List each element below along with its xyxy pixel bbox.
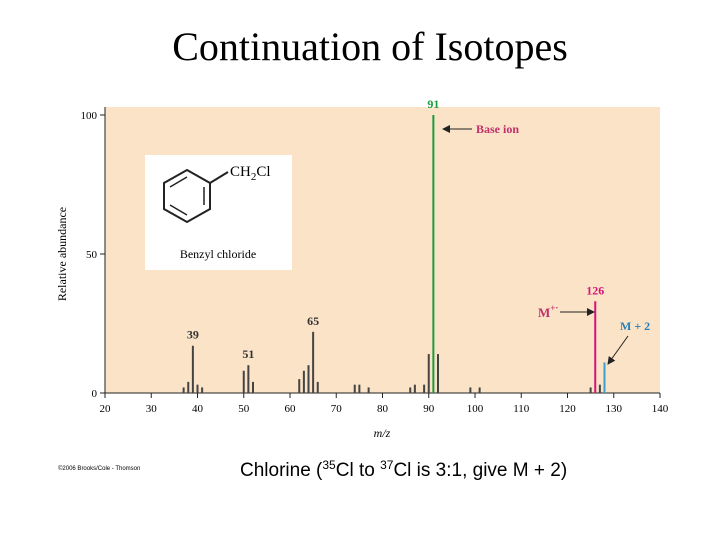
x-tick-label: 50 bbox=[238, 403, 250, 415]
formula-part: CH bbox=[230, 164, 251, 180]
peak-label: 91 bbox=[427, 97, 439, 111]
peak bbox=[409, 387, 412, 393]
benzene-bonds bbox=[169, 176, 205, 216]
annotation: M+· bbox=[538, 303, 558, 320]
annotation: Base ion bbox=[476, 122, 519, 136]
peak bbox=[252, 381, 254, 393]
peak bbox=[469, 387, 472, 393]
x-axis-label: m/z bbox=[374, 426, 391, 440]
peak bbox=[298, 379, 301, 393]
peak bbox=[242, 370, 245, 393]
x-tick-label: 90 bbox=[423, 403, 435, 415]
peak bbox=[312, 331, 315, 393]
peak bbox=[182, 387, 185, 393]
peak bbox=[302, 370, 305, 393]
x-tick-label: 120 bbox=[559, 403, 576, 415]
peak-label: 126 bbox=[586, 283, 604, 297]
peak bbox=[478, 387, 481, 393]
peak-label: 65 bbox=[307, 314, 319, 328]
y-tick-label: 0 bbox=[92, 388, 98, 400]
slide-title: Continuation of Isotopes bbox=[172, 24, 568, 69]
peak bbox=[358, 384, 361, 393]
x-tick-label: 20 bbox=[100, 403, 112, 415]
x-tick-label: 100 bbox=[467, 403, 484, 415]
plot: 0 50 100 20 30 40 50 60 70 80 90 100 110 120 130 140 91 1… bbox=[81, 97, 669, 415]
bond bbox=[209, 171, 229, 184]
x-tick-label: 40 bbox=[192, 403, 204, 415]
peak bbox=[307, 365, 310, 393]
peak bbox=[247, 365, 250, 393]
caption-part: Cl is 3:1, give M + 2) bbox=[393, 460, 567, 481]
x-tick-label: 110 bbox=[513, 403, 530, 415]
credit: ©2006 Brooks/Cole - Thomson bbox=[58, 465, 140, 472]
peak bbox=[413, 384, 416, 393]
y-tick-label: 100 bbox=[81, 110, 98, 122]
y-tick-label: 50 bbox=[86, 249, 98, 261]
caption-sup: 35 bbox=[322, 458, 336, 472]
annotation-sup: +· bbox=[550, 303, 558, 313]
peak bbox=[603, 362, 606, 393]
arrow bbox=[607, 335, 629, 365]
formula: CH2Cl bbox=[230, 164, 271, 183]
caption-sup: 37 bbox=[380, 458, 394, 472]
peak bbox=[437, 354, 439, 393]
x-tick-label: 80 bbox=[377, 403, 389, 415]
peak bbox=[191, 345, 194, 393]
x-tick-label: 130 bbox=[606, 403, 623, 415]
peak bbox=[594, 301, 597, 393]
peak bbox=[353, 384, 356, 393]
peak bbox=[187, 381, 190, 393]
peak-label: 39 bbox=[187, 328, 199, 342]
annotation: M + 2 bbox=[620, 319, 650, 333]
inset-label: Benzyl chloride bbox=[180, 247, 256, 261]
peak bbox=[427, 354, 430, 393]
caption-part: Chlorine ( bbox=[240, 460, 323, 481]
formula-sub: 2 bbox=[251, 171, 257, 183]
x-tick-label: 60 bbox=[285, 403, 297, 415]
peak bbox=[316, 381, 319, 393]
peak bbox=[432, 115, 435, 393]
x-tick-label: 30 bbox=[146, 403, 158, 415]
peak bbox=[589, 387, 592, 393]
formula-part: Cl bbox=[256, 164, 270, 180]
peak bbox=[201, 387, 204, 393]
annotation-part: M bbox=[538, 305, 550, 320]
caption-part: Cl to bbox=[336, 460, 380, 481]
y-axis-label: Relative abundance bbox=[55, 207, 69, 301]
x-tick-label: 70 bbox=[331, 403, 343, 415]
x-tick-label: 140 bbox=[652, 403, 669, 415]
peak bbox=[423, 384, 426, 393]
peak-label: 51 bbox=[242, 347, 254, 361]
caption: Chlorine (35Cl to 37Cl is 3:1, give M + … bbox=[240, 458, 567, 481]
peak bbox=[598, 384, 601, 393]
peak bbox=[367, 387, 370, 393]
peak bbox=[196, 384, 199, 393]
